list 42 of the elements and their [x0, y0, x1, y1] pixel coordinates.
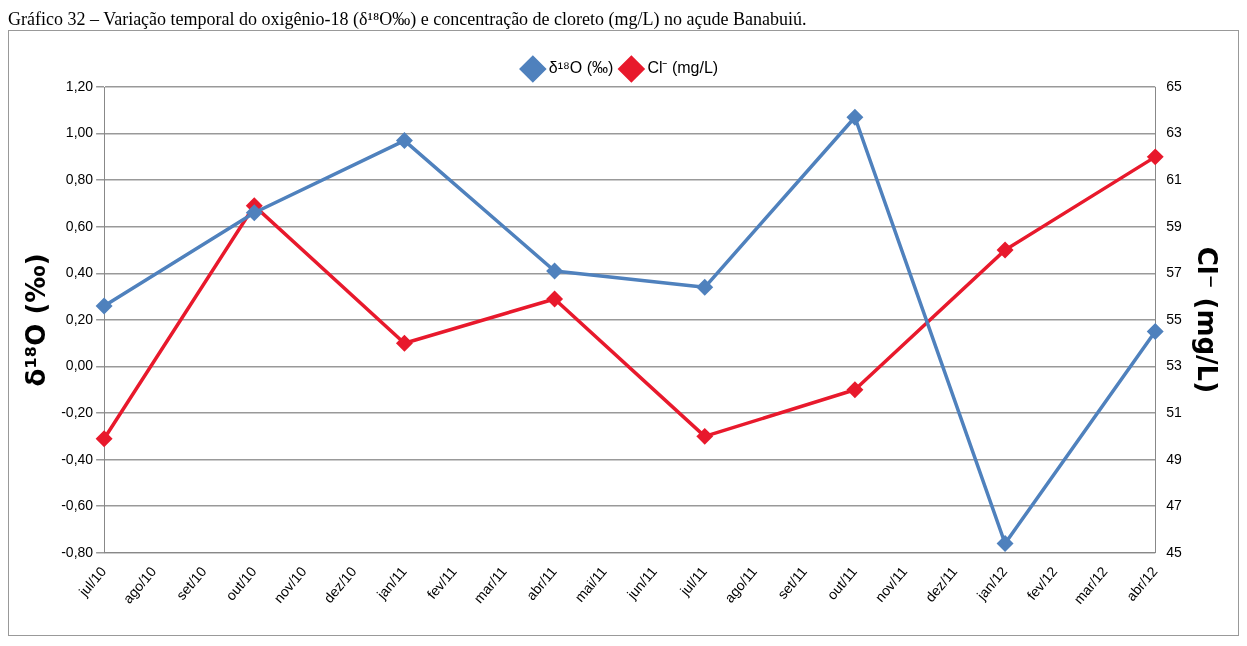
- y2-axis-title: Cl⁻ (mg/L): [1191, 246, 1222, 394]
- y2-tick-label: 63: [1166, 124, 1183, 141]
- point: [96, 298, 112, 314]
- point: [546, 291, 563, 307]
- y-tick-label: 0,60: [65, 217, 94, 234]
- y-tick-label: -0,80: [61, 543, 94, 560]
- y-tick-label: -0,20: [61, 403, 94, 420]
- point: [246, 205, 263, 221]
- y-tick-label: 1,00: [65, 124, 94, 141]
- legend-label: Cl⁻ (mg/L): [647, 59, 719, 77]
- legend-label: δ¹⁸O (‰): [548, 59, 614, 77]
- point: [1147, 323, 1163, 340]
- point: [997, 535, 1013, 552]
- y2-tick-label: 61: [1166, 171, 1183, 188]
- y2-tick-label: 51: [1166, 403, 1183, 420]
- y2-tick-label: 49: [1166, 450, 1183, 467]
- y-tick-label: 1,20: [65, 77, 94, 94]
- y2-tick-label: 65: [1166, 77, 1183, 94]
- chart-title: Gráfico 32 – Variação temporal do oxigênio-18 (δ¹⁸O‰) e concentração de cloreto (mg/L) no açude Banabuiú.: [8, 8, 808, 30]
- y-tick-label: 0,40: [65, 264, 94, 281]
- point: [546, 263, 563, 279]
- y2-tick-label: 55: [1166, 310, 1183, 327]
- y-tick-label: -0,40: [61, 450, 94, 467]
- y2-tick-label: 59: [1166, 217, 1183, 234]
- y-tick-label: 0,20: [65, 310, 94, 327]
- point: [96, 430, 112, 447]
- y2-tick-label: 45: [1166, 543, 1183, 560]
- point: [847, 109, 863, 126]
- point: [847, 382, 863, 398]
- y-tick-label: 0,80: [65, 171, 94, 188]
- point: [396, 132, 413, 149]
- y-axis-title: δ¹⁸O (‰): [21, 253, 52, 387]
- y-tick-label: -0,60: [61, 497, 94, 514]
- y2-tick-label: 57: [1166, 264, 1183, 281]
- point: [697, 279, 713, 296]
- point: [1147, 149, 1163, 165]
- point: [697, 428, 713, 445]
- y2-tick-label: 53: [1166, 357, 1183, 374]
- y-tick-label: 0,00: [65, 357, 94, 374]
- point: [396, 335, 413, 351]
- point: [997, 242, 1013, 258]
- y2-tick-label: 47: [1166, 497, 1183, 514]
